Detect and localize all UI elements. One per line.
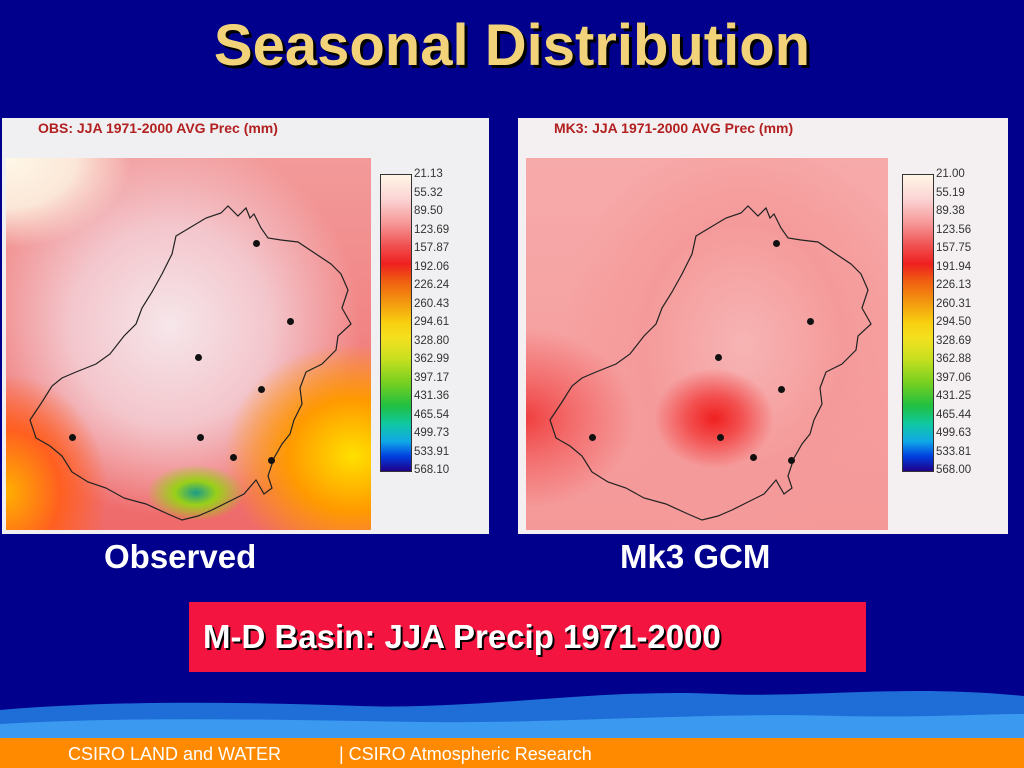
- city-marker: [258, 386, 265, 393]
- legend-tick-label: 465.44: [936, 408, 972, 421]
- legend-tick-label: 21.00: [936, 168, 965, 180]
- legend-tick-label: 328.80: [414, 334, 450, 347]
- legend-tick-label: 431.25: [936, 390, 972, 402]
- city-marker: [253, 240, 260, 247]
- city-marker: [589, 434, 596, 441]
- legend-tick-label: 362.88: [936, 353, 972, 365]
- footer-org-right: | CSIRO Atmospheric Research: [339, 744, 592, 764]
- legend-tick-label: 226.24: [414, 279, 450, 291]
- gcm-precip-map: [526, 158, 888, 530]
- legend-tick-label: 55.32: [414, 186, 443, 199]
- legend-tick-label: 568.00: [936, 464, 972, 476]
- legend-tick-label: 397.17: [414, 371, 450, 384]
- legend-tick-label: 89.50: [414, 205, 443, 217]
- legend-tick-label: 191.94: [936, 260, 972, 273]
- gcm-colorbar: [902, 174, 934, 472]
- city-marker: [717, 434, 724, 441]
- legend-tick-label: 328.69: [936, 334, 972, 347]
- legend-tick-label: 397.06: [936, 371, 972, 384]
- city-marker: [778, 386, 785, 393]
- legend-tick-label: 157.75: [936, 242, 972, 254]
- legend-tick-label: 499.63: [936, 427, 972, 439]
- city-marker: [773, 240, 780, 247]
- legend-tick-label: 294.61: [414, 316, 450, 328]
- legend-tick-label: 431.36: [414, 390, 450, 402]
- legend-tick-label: 55.19: [936, 186, 965, 199]
- gcm-caption: Mk3 GCM: [620, 538, 771, 575]
- legend-tick-label: 533.81: [936, 445, 972, 458]
- observed-map-panel: OBS: JJA 1971-2000 AVG Prec (mm) 21.13 55…: [2, 118, 489, 534]
- legend-tick-label: 123.69: [414, 223, 450, 236]
- observed-precip-map: [6, 158, 371, 530]
- legend-tick-label: 260.31: [936, 297, 972, 310]
- gcm-map-title: MK3: JJA 1971-2000 AVG Prec (mm): [554, 120, 794, 136]
- legend-tick-label: 21.13: [414, 168, 443, 180]
- basin-outline: [29, 205, 352, 521]
- wave-decoration: [0, 691, 1024, 738]
- legend-tick-label: 294.50: [936, 316, 972, 328]
- city-marker: [807, 318, 814, 325]
- legend-tick-label: 226.13: [936, 279, 972, 291]
- observed-caption: Observed: [104, 538, 257, 575]
- legend-tick-label: 499.73: [414, 427, 450, 439]
- legend-tick-label: 568.10: [414, 464, 450, 476]
- footer-org-left: CSIRO LAND and WATER: [68, 744, 282, 764]
- city-marker: [268, 457, 275, 464]
- city-marker: [230, 454, 237, 461]
- legend-tick-label: 123.56: [936, 223, 972, 236]
- city-marker: [750, 454, 757, 461]
- legend-tick-label: 192.06: [414, 260, 450, 273]
- subtitle-banner: M-D Basin: JJA Precip 1971-2000: [189, 602, 866, 672]
- city-marker: [195, 354, 202, 361]
- slide-title: Seasonal Distribution: [213, 13, 811, 78]
- basin-outline: [549, 205, 872, 521]
- legend-tick-label: 260.43: [414, 297, 450, 310]
- legend-tick-label: 465.54: [414, 408, 450, 421]
- legend-tick-label: 157.87: [414, 242, 450, 254]
- city-marker: [197, 434, 204, 441]
- legend-tick-label: 533.91: [414, 445, 450, 458]
- city-marker: [715, 354, 722, 361]
- city-marker: [69, 434, 76, 441]
- observed-colorbar: [380, 174, 412, 472]
- legend-tick-label: 362.99: [414, 353, 450, 365]
- city-marker: [788, 457, 795, 464]
- legend-tick-label: 89.38: [936, 205, 965, 217]
- footer-bar: CSIRO LAND and WATER | CSIRO Atmospheric…: [0, 738, 1024, 768]
- observed-map-title: OBS: JJA 1971-2000 AVG Prec (mm): [38, 120, 278, 136]
- gcm-map-panel: MK3: JJA 1971-2000 AVG Prec (mm) 21.00 55…: [518, 118, 1008, 534]
- city-marker: [287, 318, 294, 325]
